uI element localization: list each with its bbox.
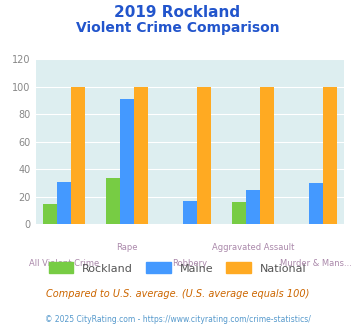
- Text: Violent Crime Comparison: Violent Crime Comparison: [76, 21, 279, 35]
- Text: Aggravated Assault: Aggravated Assault: [212, 243, 294, 251]
- Bar: [183, 201, 197, 224]
- Legend: Rockland, Maine, National: Rockland, Maine, National: [44, 258, 311, 278]
- Text: Murder & Mans...: Murder & Mans...: [280, 259, 352, 268]
- Text: Compared to U.S. average. (U.S. average equals 100): Compared to U.S. average. (U.S. average …: [46, 289, 309, 299]
- Text: All Violent Crime: All Violent Crime: [29, 259, 99, 268]
- Bar: [246, 190, 260, 224]
- Bar: [120, 99, 134, 224]
- Bar: [57, 182, 71, 224]
- Bar: [260, 87, 274, 224]
- Text: 2019 Rockland: 2019 Rockland: [114, 5, 241, 20]
- Text: © 2025 CityRating.com - https://www.cityrating.com/crime-statistics/: © 2025 CityRating.com - https://www.city…: [45, 315, 310, 324]
- Bar: [309, 183, 323, 224]
- Bar: [106, 178, 120, 224]
- Bar: [323, 87, 337, 224]
- Bar: [134, 87, 148, 224]
- Bar: [232, 202, 246, 224]
- Text: Robbery: Robbery: [173, 259, 207, 268]
- Bar: [71, 87, 84, 224]
- Bar: [43, 204, 57, 224]
- Text: Rape: Rape: [116, 243, 138, 251]
- Bar: [197, 87, 211, 224]
